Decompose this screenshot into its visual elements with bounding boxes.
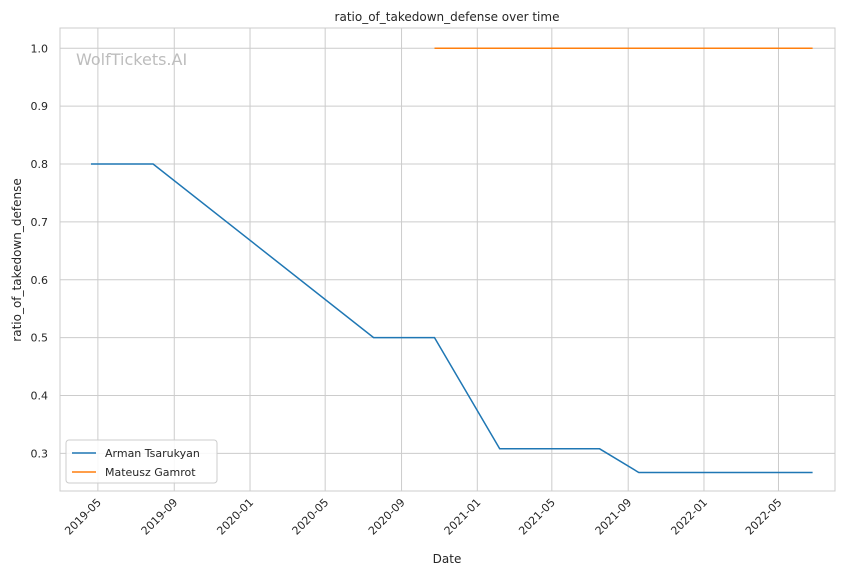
x-tick-label: 2019-05	[62, 496, 104, 538]
x-axis-ticks: 2019-05 2019-09 2020-01 2020-05 2020-09 2021-…	[62, 496, 784, 538]
y-tick-label: 0.7	[31, 216, 49, 229]
y-tick-label: 0.6	[31, 274, 49, 287]
y-tick-label: 0.4	[31, 390, 49, 403]
grid	[60, 28, 835, 491]
x-tick-label: 2022-01	[668, 496, 710, 538]
y-tick-label: 0.3	[31, 447, 49, 460]
legend-label: Arman Tsarukyan	[105, 447, 200, 460]
watermark: WolfTickets.AI	[76, 50, 187, 69]
x-axis-label: Date	[433, 552, 462, 566]
series-lines	[91, 47, 813, 474]
legend-box	[65, 439, 218, 484]
x-tick-label: 2022-05	[743, 496, 785, 538]
y-axis-ticks: 0.3 0.4 0.5 0.6 0.7 0.8 0.9 1.0	[31, 42, 49, 460]
x-tick-label: 2021-09	[593, 496, 635, 538]
x-tick-label: 2019-09	[139, 496, 181, 538]
legend-label: Mateusz Gamrot	[105, 466, 196, 479]
y-tick-label: 1.0	[31, 42, 49, 55]
legend: Arman Tsarukyan Mateusz Gamrot	[65, 439, 218, 484]
chart-title: ratio_of_takedown_defense over time	[335, 10, 560, 24]
y-axis-label: ratio_of_takedown_defense	[10, 178, 24, 341]
x-tick-label: 2021-05	[516, 496, 558, 538]
y-tick-label: 0.8	[31, 158, 49, 171]
y-tick-label: 0.9	[31, 100, 49, 113]
series-line-0	[91, 163, 813, 474]
x-tick-label: 2020-09	[366, 496, 408, 538]
x-tick-label: 2020-01	[214, 496, 256, 538]
x-tick-label: 2020-05	[290, 496, 332, 538]
y-tick-label: 0.5	[31, 332, 49, 345]
x-tick-label: 2021-01	[442, 496, 484, 538]
plot-frame	[59, 27, 836, 492]
